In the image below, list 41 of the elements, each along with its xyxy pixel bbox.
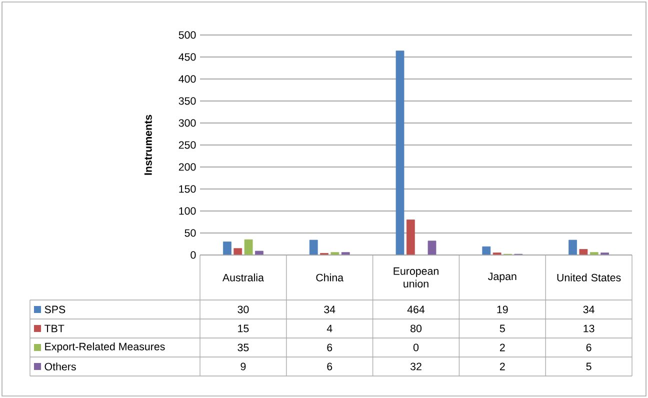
y-tick-label: 150 — [179, 185, 196, 193]
y-tick-label: 450 — [178, 53, 196, 61]
data-label: 15 — [238, 324, 249, 332]
data-label: 13 — [584, 324, 594, 332]
data-label: 464 — [407, 306, 425, 314]
data-label: 30 — [238, 306, 249, 314]
y-tick-label: 0 — [190, 251, 196, 259]
data-label: 2 — [500, 344, 505, 352]
data-label: 35 — [238, 344, 249, 352]
data-label: 34 — [324, 306, 336, 314]
y-tick-label: 400 — [178, 75, 196, 83]
x-tick-label: Japan — [488, 272, 516, 282]
data-label: 5 — [586, 362, 592, 370]
data-label: 5 — [500, 324, 505, 332]
data-label: 6 — [327, 344, 332, 352]
data-label: 6 — [586, 344, 592, 352]
data-label: 9 — [240, 362, 246, 370]
x-tick-label: Australia — [222, 274, 264, 282]
y-tick-label: 500 — [178, 31, 196, 39]
x-tick-label: United States — [557, 274, 621, 282]
y-tick-label: 100 — [179, 207, 196, 215]
x-tick-label: European union — [394, 267, 438, 288]
y-axis-title: Instruments — [144, 114, 152, 175]
data-label: 2 — [500, 362, 505, 370]
y-tick-label: 300 — [178, 119, 196, 127]
data-label: 6 — [327, 362, 332, 370]
y-tick-label: 200 — [178, 163, 196, 171]
x-tick-label: China — [316, 274, 344, 282]
data-label: 4 — [326, 324, 332, 332]
data-label: 34 — [583, 306, 594, 314]
legend-label: Export-Related Measures — [45, 342, 165, 352]
legend-label: Others — [44, 362, 76, 370]
data-label: 80 — [410, 324, 422, 332]
data-label: 32 — [410, 362, 422, 370]
legend-label: TBT — [44, 324, 64, 332]
data-label: 19 — [497, 306, 508, 314]
y-tick-label: 350 — [178, 97, 196, 105]
y-tick-label: 250 — [178, 141, 196, 149]
y-tick-label: 50 — [184, 229, 196, 237]
legend-label: SPS — [44, 306, 66, 314]
data-label: 0 — [413, 344, 419, 352]
